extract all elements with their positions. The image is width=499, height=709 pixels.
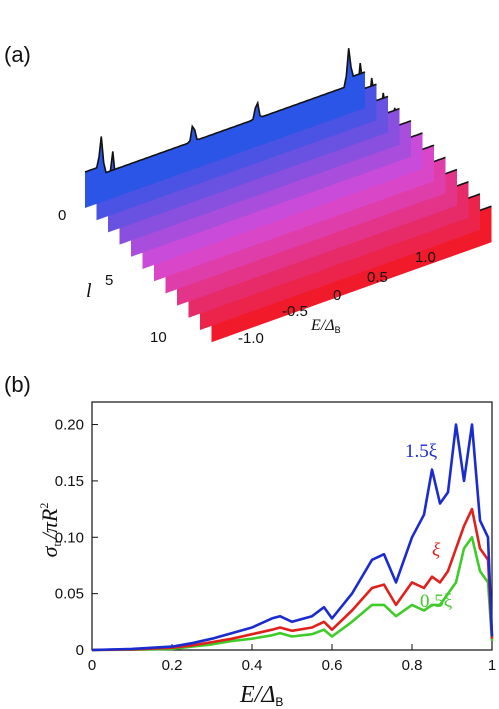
- y-label-main: σ: [37, 545, 62, 557]
- ribbon-fill-0: [85, 48, 365, 209]
- series-line-1.5ξ: [91, 423, 494, 652]
- y-label-sub: tr: [50, 539, 64, 546]
- x-tick-label: 0.4: [242, 657, 263, 674]
- series-line-ξ: [91, 507, 494, 652]
- e-tick-neg1: -1.0: [238, 330, 264, 347]
- y-tick-label: 0.20: [55, 417, 84, 434]
- series-line-0.5ξ: [91, 535, 494, 652]
- x-tick-label: 0.6: [322, 657, 343, 674]
- panel-a-label: (a): [4, 42, 31, 67]
- y-tick-label: 0.10: [55, 529, 84, 546]
- series-lines: [91, 423, 494, 652]
- l-tick-5: 5: [105, 272, 113, 289]
- plot-frame: [91, 401, 493, 651]
- e-tick-neg05: -0.5: [282, 303, 308, 320]
- y-label-rest: /πR: [37, 508, 62, 541]
- y-tick-label: 0: [76, 642, 84, 659]
- e-axis-label-main: E/Δ: [310, 317, 335, 334]
- series-label-blue: 1.5ξ: [405, 441, 438, 462]
- ribbon-fill-1: [96, 63, 377, 221]
- e-axis-label-sub: B: [335, 325, 341, 335]
- series-label-green: 0.5ξ: [420, 591, 453, 612]
- x-axis-label: E/ΔB: [239, 682, 283, 709]
- e-tick-1: 1.0: [415, 249, 436, 266]
- x-label-sub: B: [275, 695, 283, 709]
- ribbon-curve-0: [84, 48, 366, 174]
- y-label-sup: 2: [37, 503, 51, 509]
- x-tick-label: 0.2: [162, 657, 183, 674]
- x-tick-label: 0: [88, 657, 96, 674]
- y-tick-label: 0.05: [55, 586, 84, 603]
- l-tick-0: 0: [58, 207, 66, 224]
- y-axis-label: σtr/πR2: [37, 503, 64, 558]
- ribbon-l-0: [84, 48, 366, 209]
- x-tick-label: 1: [488, 657, 496, 674]
- waterfall-ribbons: [84, 48, 492, 343]
- e-tick-05: 0.5: [367, 269, 388, 286]
- x-label-main: E/Δ: [239, 682, 275, 708]
- x-tick-label: 0.8: [402, 657, 423, 674]
- panel-a: (a) 0 5 10 l -1.0 -0.5 0 0.5 1.0 E/ΔB: [4, 42, 492, 347]
- panel-b-label: (b): [4, 372, 31, 397]
- l-tick-10: 10: [150, 329, 167, 346]
- y-tick-label: 0.15: [55, 473, 84, 490]
- e-axis-label: E/ΔB: [310, 317, 341, 335]
- e-tick-0: 0: [333, 287, 341, 304]
- series-label-red: ξ: [432, 540, 441, 561]
- axis-ticks: 0 0.2 0.4 0.6 0.8 1 0 0.05 0.10 0.15 0.20: [55, 417, 496, 674]
- panel-b: (b) 0 0.2 0.4 0.6 0.8 1 0 0.05 0.10 0.15 0.20 σtr/…: [4, 372, 496, 709]
- l-axis-label: l: [86, 280, 92, 302]
